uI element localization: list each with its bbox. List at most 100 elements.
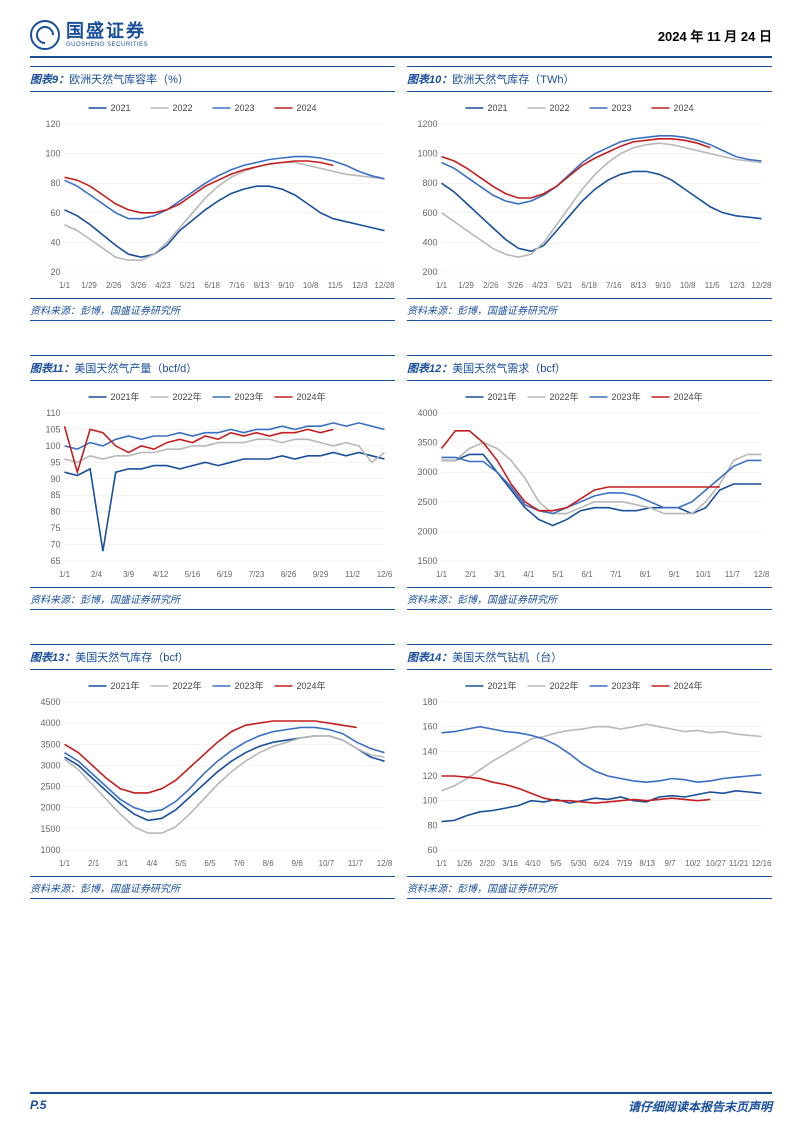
svg-text:11/7: 11/7 xyxy=(725,570,741,579)
svg-text:6/24: 6/24 xyxy=(594,859,610,868)
svg-text:2021: 2021 xyxy=(488,103,508,113)
svg-text:11/2: 11/2 xyxy=(345,570,361,579)
svg-text:2022年: 2022年 xyxy=(173,680,202,691)
svg-text:2021年: 2021年 xyxy=(111,680,140,691)
svg-text:7/6: 7/6 xyxy=(233,859,245,868)
svg-text:9/10: 9/10 xyxy=(278,281,294,290)
svg-text:1/29: 1/29 xyxy=(458,281,474,290)
svg-text:3/26: 3/26 xyxy=(131,281,147,290)
svg-text:2/1: 2/1 xyxy=(88,859,100,868)
chart-title: 图表9：欧洲天然气库容率（%） xyxy=(30,66,395,92)
svg-text:5/21: 5/21 xyxy=(557,281,573,290)
svg-text:2023年: 2023年 xyxy=(612,391,641,402)
svg-text:80: 80 xyxy=(50,507,60,517)
svg-text:1/26: 1/26 xyxy=(457,859,473,868)
svg-text:3/1: 3/1 xyxy=(494,570,506,579)
svg-text:6/18: 6/18 xyxy=(204,281,220,290)
svg-text:8/1: 8/1 xyxy=(640,570,652,579)
svg-text:2022: 2022 xyxy=(173,103,193,113)
svg-text:70: 70 xyxy=(50,540,60,550)
svg-text:1/1: 1/1 xyxy=(59,281,71,290)
svg-text:120: 120 xyxy=(422,771,437,781)
svg-text:1000: 1000 xyxy=(417,149,437,159)
svg-text:12/8: 12/8 xyxy=(754,570,770,579)
svg-text:11/21: 11/21 xyxy=(729,859,749,868)
page-number: P.5 xyxy=(30,1098,46,1115)
chart-block-c11: 图表11：美国天然气产量（bcf/d） 65707580859095100105… xyxy=(30,355,395,638)
chart-svg: 204060801001201/11/292/263/264/235/216/1… xyxy=(30,96,395,296)
svg-text:2023: 2023 xyxy=(612,103,632,113)
svg-text:3/16: 3/16 xyxy=(502,859,518,868)
svg-text:2500: 2500 xyxy=(40,782,60,792)
svg-text:1200: 1200 xyxy=(417,119,437,129)
svg-text:7/19: 7/19 xyxy=(617,859,633,868)
svg-text:9/7: 9/7 xyxy=(665,859,677,868)
svg-text:2023: 2023 xyxy=(235,103,255,113)
svg-text:2024年: 2024年 xyxy=(674,391,703,402)
page-header: 国盛证券 GUOSHENG SECURITIES 2024 年 11 月 24 … xyxy=(30,20,772,58)
svg-text:60: 60 xyxy=(427,845,437,855)
svg-text:85: 85 xyxy=(50,490,60,500)
chart-area: 1500200025003000350040001/12/13/14/15/16… xyxy=(407,385,772,585)
svg-text:12/28: 12/28 xyxy=(374,281,395,290)
chart-title: 图表10：欧洲天然气库存（TWh） xyxy=(407,66,772,92)
svg-text:1/1: 1/1 xyxy=(59,570,71,579)
company-name-en: GUOSHENG SECURITIES xyxy=(66,42,148,49)
svg-text:2021年: 2021年 xyxy=(111,391,140,402)
chart-area: 60801001201401601801/11/262/203/164/105/… xyxy=(407,674,772,874)
svg-text:2023年: 2023年 xyxy=(235,391,264,402)
svg-text:3/9: 3/9 xyxy=(123,570,135,579)
svg-text:12/6: 12/6 xyxy=(377,570,393,579)
chart-block-c14: 图表14：美国天然气钻机（台） 60801001201401601801/11/… xyxy=(407,644,772,927)
svg-text:2/4: 2/4 xyxy=(91,570,103,579)
svg-text:10/1: 10/1 xyxy=(696,570,712,579)
svg-text:3/1: 3/1 xyxy=(117,859,129,868)
svg-text:95: 95 xyxy=(50,457,60,467)
svg-text:60: 60 xyxy=(50,208,60,218)
svg-text:2024年: 2024年 xyxy=(297,391,326,402)
chart-source: 资料来源：彭博，国盛证券研究所 xyxy=(30,876,395,899)
chart-block-c9: 图表9：欧洲天然气库容率（%） 204060801001201/11/292/2… xyxy=(30,66,395,349)
svg-text:11/5: 11/5 xyxy=(705,281,721,290)
svg-text:140: 140 xyxy=(422,746,437,756)
svg-text:100: 100 xyxy=(45,441,60,451)
chart-title: 图表14：美国天然气钻机（台） xyxy=(407,644,772,670)
svg-text:120: 120 xyxy=(45,119,60,129)
svg-text:2022年: 2022年 xyxy=(173,391,202,402)
svg-text:40: 40 xyxy=(50,237,60,247)
svg-text:1/29: 1/29 xyxy=(81,281,97,290)
svg-text:1500: 1500 xyxy=(40,824,60,834)
svg-text:7/23: 7/23 xyxy=(249,570,265,579)
svg-text:2021: 2021 xyxy=(111,103,131,113)
svg-text:8/13: 8/13 xyxy=(254,281,270,290)
svg-text:2/26: 2/26 xyxy=(106,281,122,290)
svg-text:10/8: 10/8 xyxy=(680,281,696,290)
svg-text:12/16: 12/16 xyxy=(751,859,772,868)
chart-area: 204060801001201/11/292/263/264/235/216/1… xyxy=(30,96,395,296)
svg-text:11/5: 11/5 xyxy=(328,281,344,290)
svg-text:8/6: 8/6 xyxy=(263,859,275,868)
svg-text:8/26: 8/26 xyxy=(281,570,297,579)
svg-text:110: 110 xyxy=(46,408,60,418)
svg-text:7/16: 7/16 xyxy=(229,281,245,290)
svg-text:75: 75 xyxy=(50,523,60,533)
chart-source: 资料来源：彭博，国盛证券研究所 xyxy=(407,587,772,610)
page-footer: P.5 请仔细阅读本报告末页声明 xyxy=(30,1092,772,1115)
svg-text:65: 65 xyxy=(50,556,60,566)
svg-text:5/30: 5/30 xyxy=(571,859,587,868)
svg-text:5/5: 5/5 xyxy=(550,859,562,868)
svg-text:5/1: 5/1 xyxy=(552,570,564,579)
svg-text:4000: 4000 xyxy=(417,408,437,418)
svg-text:9/10: 9/10 xyxy=(655,281,671,290)
svg-text:3000: 3000 xyxy=(417,467,437,477)
svg-text:2024: 2024 xyxy=(674,103,694,113)
svg-text:1500: 1500 xyxy=(417,556,437,566)
svg-text:3/26: 3/26 xyxy=(508,281,524,290)
chart-svg: 657075808590951001051101/12/43/94/125/16… xyxy=(30,385,395,585)
svg-text:2022年: 2022年 xyxy=(550,680,579,691)
svg-text:6/1: 6/1 xyxy=(581,570,593,579)
svg-text:8/13: 8/13 xyxy=(639,859,655,868)
svg-text:3500: 3500 xyxy=(417,438,437,448)
svg-text:9/6: 9/6 xyxy=(292,859,304,868)
svg-text:4/23: 4/23 xyxy=(155,281,171,290)
